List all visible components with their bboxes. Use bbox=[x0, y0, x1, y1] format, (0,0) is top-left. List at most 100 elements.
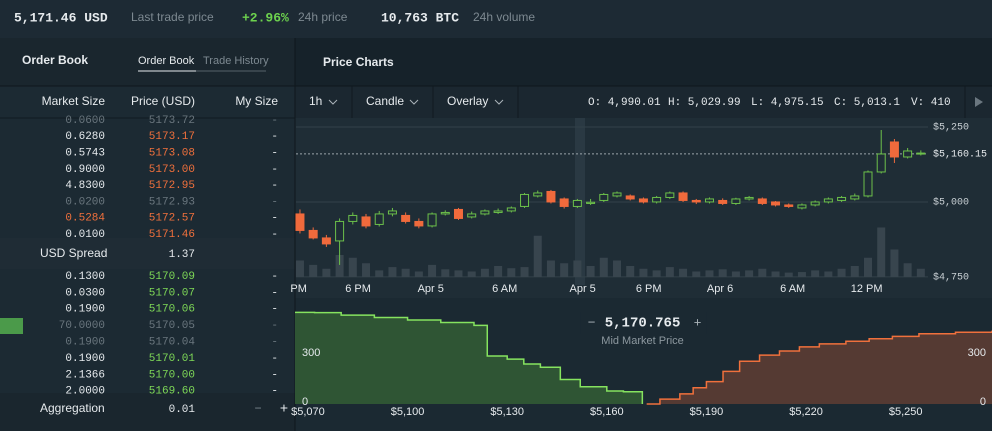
volume: 10,763 BTC bbox=[381, 10, 459, 25]
x-tick-label: Apr 5 bbox=[570, 283, 596, 295]
order-my-size: - bbox=[271, 180, 278, 192]
order-size: 0.9000 bbox=[65, 164, 105, 176]
mid-price-plus[interactable]: + bbox=[694, 314, 702, 329]
interval-select[interactable]: 1h bbox=[309, 94, 322, 108]
tab[interactable]: Trade History bbox=[203, 55, 269, 67]
x-tick-label: $5,130 bbox=[490, 406, 524, 418]
order-size: 0.0300 bbox=[65, 287, 105, 299]
order-size: 0.0200 bbox=[65, 196, 105, 208]
candle-body bbox=[823, 198, 833, 203]
volume-bar bbox=[441, 269, 450, 277]
x-tick-label: 12 PM bbox=[851, 283, 883, 295]
mid-price-minus[interactable]: − bbox=[588, 314, 596, 329]
last-price-label: Last trade price bbox=[131, 10, 214, 24]
candle-body bbox=[440, 211, 450, 215]
order-price: 5173.00 bbox=[149, 164, 195, 176]
order-book-header bbox=[0, 38, 295, 86]
candle-body bbox=[863, 171, 873, 197]
volume-bar bbox=[533, 235, 542, 277]
depth-area bbox=[646, 330, 992, 404]
aggregation-plus[interactable]: + bbox=[280, 400, 288, 416]
volume-bar bbox=[560, 263, 569, 277]
candle-body bbox=[665, 192, 675, 198]
x-tick-label: $5,070 bbox=[291, 406, 325, 418]
volume-bar bbox=[692, 271, 701, 277]
x-tick-label: 6 AM bbox=[780, 283, 805, 295]
candle-body bbox=[308, 229, 318, 239]
x-tick-label: $5,220 bbox=[789, 406, 823, 418]
order-price: 5170.09 bbox=[149, 271, 195, 283]
volume-bar bbox=[375, 270, 384, 277]
y-tick-label: 300 bbox=[968, 347, 986, 359]
candle-body bbox=[771, 201, 781, 206]
volume-bar bbox=[348, 257, 357, 277]
volume-bar bbox=[771, 271, 780, 277]
volume-bar bbox=[507, 268, 516, 277]
volume-bar bbox=[797, 272, 806, 277]
candle-body bbox=[427, 213, 437, 227]
x-tick-label: 6 AM bbox=[492, 283, 517, 295]
candle-body bbox=[704, 198, 714, 203]
candle-body bbox=[837, 196, 847, 201]
volume-bar bbox=[428, 264, 437, 277]
volume-bar bbox=[467, 271, 476, 277]
candle-body bbox=[678, 192, 688, 201]
chevron[interactable] bbox=[494, 99, 504, 105]
chevron[interactable] bbox=[409, 99, 419, 105]
last-price-label: $5,160.15 bbox=[933, 149, 987, 161]
volume-bar bbox=[705, 270, 714, 277]
volume-bar bbox=[652, 270, 661, 277]
volume-bar bbox=[877, 227, 886, 277]
candle-body bbox=[374, 213, 384, 225]
candle-body bbox=[493, 210, 503, 213]
order-size: 0.1300 bbox=[65, 271, 105, 283]
order-price: 5170.05 bbox=[149, 320, 195, 332]
order-price: 5173.72 bbox=[149, 115, 195, 127]
order-price: 5170.01 bbox=[149, 353, 196, 365]
volume-bar bbox=[613, 260, 622, 277]
volume-bar bbox=[811, 270, 820, 277]
candle-body bbox=[784, 204, 794, 207]
order-my-size: - bbox=[271, 287, 278, 299]
order-my-size: - bbox=[271, 196, 278, 208]
scroll-arrow[interactable] bbox=[975, 97, 983, 107]
order-my-size: - bbox=[271, 229, 278, 241]
top-bar bbox=[0, 0, 992, 38]
overlay-select[interactable]: Overlay bbox=[447, 94, 488, 108]
order-size: 0.0600 bbox=[65, 115, 105, 127]
x-tick-label: $5,250 bbox=[889, 406, 923, 418]
candle-body bbox=[401, 214, 411, 222]
order-size: 4.8300 bbox=[65, 180, 105, 192]
candle-body bbox=[453, 208, 463, 219]
order-price: 5170.04 bbox=[149, 337, 196, 349]
price-change-label: 24h price bbox=[298, 10, 348, 24]
volume-bar bbox=[573, 260, 582, 277]
candle-body bbox=[533, 192, 543, 197]
volume-bar bbox=[414, 271, 423, 277]
chevron[interactable] bbox=[328, 99, 338, 105]
order-price: 5170.00 bbox=[149, 369, 195, 381]
toolbar bbox=[295, 86, 992, 118]
volume-bar bbox=[679, 268, 688, 277]
volume-bar bbox=[309, 264, 318, 277]
candle-body bbox=[387, 210, 397, 215]
aggregation-label: Aggregation bbox=[40, 401, 105, 415]
order-price: 5172.57 bbox=[149, 213, 195, 225]
candle-area bbox=[295, 118, 992, 298]
aggregation-minus[interactable]: − bbox=[254, 401, 261, 415]
chart-type-select[interactable]: Candle bbox=[366, 94, 404, 108]
order-my-size: - bbox=[271, 386, 278, 398]
x-tick-label: $5,160 bbox=[590, 406, 624, 418]
volume-bar bbox=[626, 266, 635, 277]
order-size: 2.0000 bbox=[65, 386, 105, 398]
candle-body bbox=[916, 152, 926, 155]
candle-body bbox=[757, 198, 767, 204]
x-tick-label: 6 PM bbox=[345, 283, 371, 295]
order-price: 5172.95 bbox=[149, 180, 195, 192]
candle-body bbox=[348, 214, 358, 222]
spread-row bbox=[0, 238, 295, 269]
column-header: My Size bbox=[235, 94, 278, 108]
volume-bar bbox=[718, 269, 727, 277]
tab[interactable]: Order Book bbox=[138, 55, 195, 67]
